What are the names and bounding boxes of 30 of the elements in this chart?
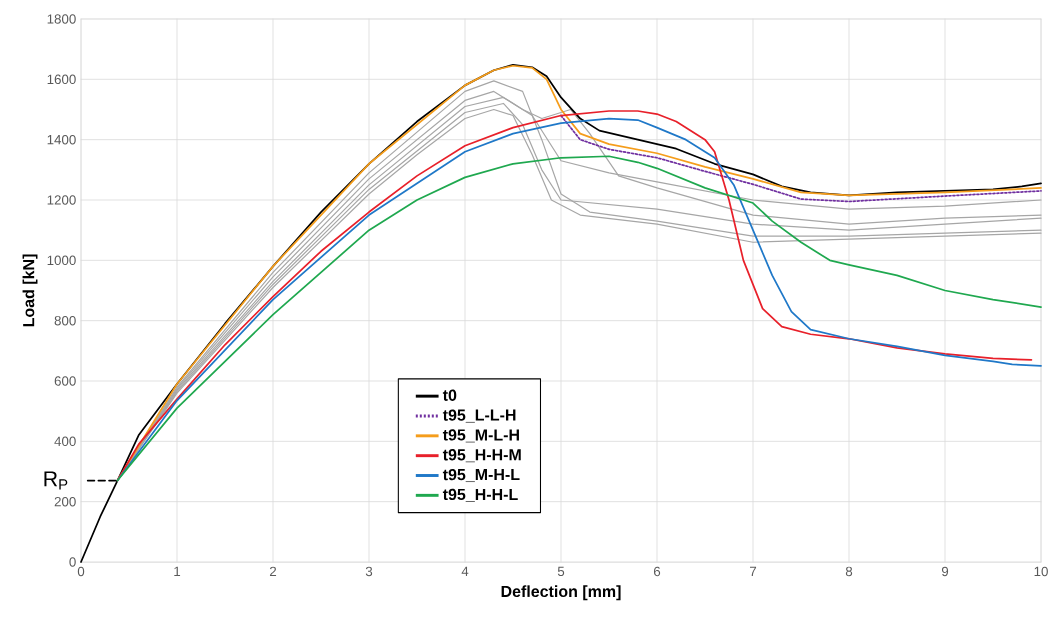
y-tick-label: 1600 bbox=[47, 74, 76, 85]
legend-label: t95_H-H-L bbox=[442, 488, 518, 502]
y-tick-label: 600 bbox=[54, 376, 76, 386]
x-tick-label: 3 bbox=[365, 566, 373, 577]
x-tick-label: 0 bbox=[77, 566, 85, 577]
legend-label: t95_M-L-H bbox=[442, 429, 519, 443]
legend-label: t95_M-H-L bbox=[442, 468, 520, 483]
x-tick-label: 7 bbox=[749, 566, 757, 576]
legend-label: t95_L-L-H bbox=[442, 409, 516, 423]
y-tick-label: 1400 bbox=[47, 134, 76, 145]
x-tick-label: 6 bbox=[653, 566, 661, 577]
x-tick-label: 2 bbox=[269, 566, 277, 577]
y-tick-label: 1800 bbox=[47, 14, 76, 24]
x-axis-title: Deflection [mm] bbox=[501, 585, 621, 601]
y-tick-label: 0 bbox=[69, 557, 76, 567]
annotation: R$_{P}$ bbox=[44, 471, 68, 490]
x-tick-label: 1 bbox=[174, 566, 181, 576]
x-tick-label: 4 bbox=[461, 566, 469, 576]
legend-label: t95_H-H-M bbox=[442, 449, 521, 463]
x-tick-label: 5 bbox=[557, 566, 565, 577]
y-tick-label: 800 bbox=[54, 315, 76, 326]
y-axis-title: Load [kN] bbox=[22, 254, 38, 327]
x-tick-label: 9 bbox=[941, 566, 949, 577]
y-tick-label: 1000 bbox=[47, 255, 76, 266]
x-tick-label: 10 bbox=[1034, 566, 1048, 577]
x-tick-label: 8 bbox=[845, 566, 853, 577]
legend-label: t0 bbox=[442, 389, 457, 401]
y-tick-label: 1200 bbox=[47, 195, 76, 205]
y-tick-label: 200 bbox=[54, 496, 76, 507]
y-tick-label: 400 bbox=[54, 436, 76, 447]
